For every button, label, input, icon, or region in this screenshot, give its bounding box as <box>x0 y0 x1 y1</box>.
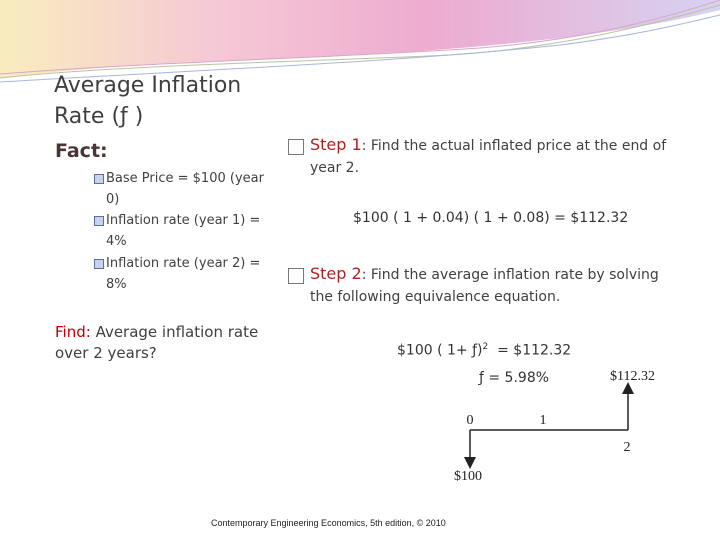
equation: $100 ( 1 + 0.04) ( 1 + 0.08) = $112.32 <box>353 210 629 226</box>
equation-right: = $112.32 <box>488 342 572 359</box>
period-label: 2 <box>624 440 631 455</box>
step: Step 1: Find the actual inflated price a… <box>288 134 685 179</box>
outflow-label: $100 <box>454 469 482 484</box>
equation-left: $100 ( 1+ ƒ) <box>397 342 483 359</box>
equation: $100 ( 1+ ƒ)2 = $112.32 <box>397 342 571 359</box>
fact-label: Fact: <box>55 140 108 162</box>
result: ƒ = 5.98% <box>479 370 550 386</box>
equation-exponent: 2 <box>482 342 489 352</box>
cash-flow-diagram: 0 1 2 $112.32 $100 <box>454 369 655 484</box>
inflow-label: $112.32 <box>610 369 655 384</box>
header-decoration <box>0 0 720 83</box>
step: Step 2: Find the average inflation rate … <box>288 263 685 308</box>
fact-item: Inflation rate (year 1) = 4% <box>94 210 268 252</box>
step-label: Step 1 <box>310 135 362 154</box>
find-text: Average inflation rate over 2 years? <box>55 323 259 362</box>
fact-item: Inflation rate (year 2) = 8% <box>94 253 268 295</box>
step-text: : Find the actual inflated price at the … <box>310 138 667 176</box>
footer: Contemporary Engineering Economics, 5th … <box>211 518 446 528</box>
period-label: 1 <box>540 413 547 428</box>
find: Find: Average inflation rate over 2 year… <box>55 322 270 364</box>
period-label: 0 <box>467 413 474 428</box>
step-label: Step 2 <box>310 264 362 283</box>
find-label: Find: <box>55 323 91 341</box>
step-text: : Find the average inflation rate by sol… <box>310 267 659 305</box>
fact-item: Base Price = $100 (year 0) <box>94 168 268 210</box>
title: Average Inflation Rate (ƒ ) <box>54 73 242 129</box>
